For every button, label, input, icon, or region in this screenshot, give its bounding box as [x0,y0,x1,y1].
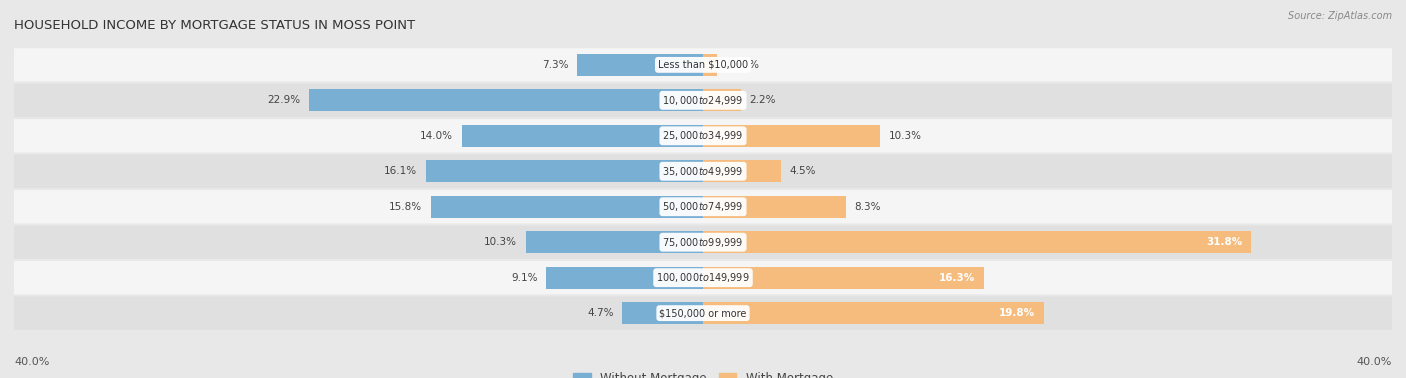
Bar [621,302,703,324]
Text: 0.83%: 0.83% [725,60,759,70]
Bar [426,160,703,182]
Legend: Without Mortgage, With Mortgage: Without Mortgage, With Mortgage [568,367,838,378]
Text: 2.2%: 2.2% [749,95,776,105]
Bar [703,231,1251,253]
Text: 4.5%: 4.5% [789,166,815,176]
Text: $100,000 to $149,999: $100,000 to $149,999 [657,271,749,284]
Bar [703,160,780,182]
Bar [430,196,703,218]
Text: 16.3%: 16.3% [939,273,976,283]
Text: 7.3%: 7.3% [543,60,568,70]
Text: $50,000 to $74,999: $50,000 to $74,999 [662,200,744,213]
Bar [547,266,703,289]
Bar [703,89,741,112]
FancyBboxPatch shape [0,190,1406,223]
FancyBboxPatch shape [0,261,1406,294]
Text: 9.1%: 9.1% [512,273,537,283]
Bar [526,231,703,253]
Text: 16.1%: 16.1% [384,166,418,176]
Text: $25,000 to $34,999: $25,000 to $34,999 [662,129,744,142]
Text: 14.0%: 14.0% [420,131,453,141]
Text: 4.7%: 4.7% [586,308,613,318]
Text: Less than $10,000: Less than $10,000 [658,60,748,70]
Bar [703,302,1045,324]
FancyBboxPatch shape [0,155,1406,188]
Bar [703,196,846,218]
FancyBboxPatch shape [0,84,1406,117]
Text: 31.8%: 31.8% [1206,237,1241,247]
Text: 40.0%: 40.0% [14,357,49,367]
FancyBboxPatch shape [0,48,1406,82]
Bar [703,54,717,76]
Text: $75,000 to $99,999: $75,000 to $99,999 [662,236,744,249]
FancyBboxPatch shape [0,226,1406,259]
FancyBboxPatch shape [0,119,1406,152]
Bar [461,125,703,147]
Text: 19.8%: 19.8% [1000,308,1035,318]
Bar [703,266,984,289]
Text: HOUSEHOLD INCOME BY MORTGAGE STATUS IN MOSS POINT: HOUSEHOLD INCOME BY MORTGAGE STATUS IN M… [14,19,415,32]
Bar [703,125,880,147]
Text: 8.3%: 8.3% [855,202,882,212]
Text: 10.3%: 10.3% [484,237,517,247]
FancyBboxPatch shape [0,296,1406,330]
Text: $10,000 to $24,999: $10,000 to $24,999 [662,94,744,107]
Bar [578,54,703,76]
Text: $35,000 to $49,999: $35,000 to $49,999 [662,165,744,178]
Text: 22.9%: 22.9% [267,95,299,105]
Text: 10.3%: 10.3% [889,131,922,141]
Text: 15.8%: 15.8% [389,202,422,212]
Text: Source: ZipAtlas.com: Source: ZipAtlas.com [1288,11,1392,21]
Text: $150,000 or more: $150,000 or more [659,308,747,318]
Bar [308,89,703,112]
Text: 40.0%: 40.0% [1357,357,1392,367]
